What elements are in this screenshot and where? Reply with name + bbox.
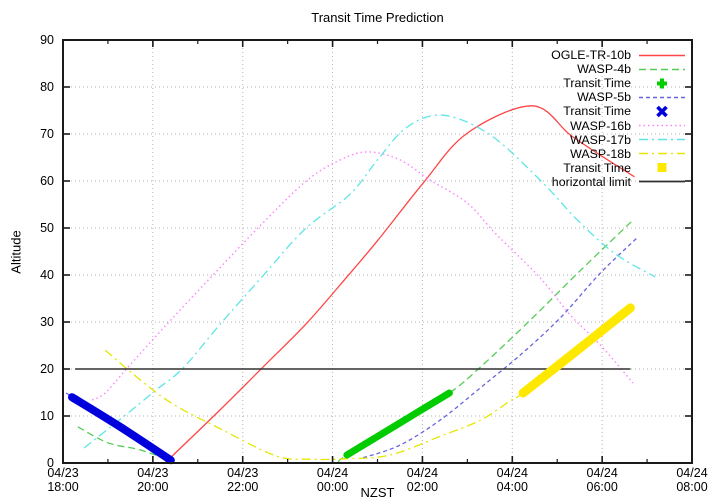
- legend-sample-line: [639, 96, 685, 99]
- legend-row: Transit Time: [551, 161, 686, 175]
- legend-sample-line: [639, 138, 685, 141]
- legend-row: horizontal limit: [551, 175, 686, 189]
- y-tick-label: 0: [47, 456, 54, 470]
- legend-row: WASP-4b: [551, 62, 686, 76]
- transit-segment-wasp_4b_transit: [343, 389, 453, 459]
- legend-row: WASP-16b: [551, 118, 686, 133]
- y-tick-label: 30: [40, 315, 54, 329]
- transit-segment-wasp_18b_transit: [518, 303, 635, 398]
- legend-row: WASP-18b: [551, 147, 686, 161]
- legend-sample-square-marker: [657, 163, 667, 173]
- legend-label: Transit Time: [563, 104, 631, 119]
- legend-label: WASP-18b: [570, 146, 631, 161]
- legend-label: OGLE-TR-10b: [551, 48, 631, 63]
- x-icon: [656, 105, 668, 118]
- legend-row: Transit Time: [551, 104, 686, 118]
- x-tick-label: 04/24 02:00: [406, 466, 439, 494]
- y-tick-label: 10: [40, 409, 54, 423]
- curve-wasp_16b: [91, 151, 634, 401]
- legend-row: WASP-5b: [551, 90, 686, 104]
- y-tick-label: 80: [40, 80, 54, 94]
- curve-wasp_5b: [362, 236, 639, 459]
- x-tick-label: 04/24 04:00: [496, 466, 528, 494]
- legend-sample-plus-marker: [657, 78, 667, 89]
- legend-label: horizontal limit: [551, 174, 631, 189]
- legend-sample-line: [639, 180, 685, 183]
- legend-label: Transit Time: [563, 160, 631, 175]
- legend-sample-x-marker: [656, 105, 668, 118]
- x-tick-label: 04/23 18:00: [47, 466, 79, 494]
- legend-row: OGLE-TR-10b: [551, 48, 686, 62]
- y-tick-label: 60: [40, 174, 54, 188]
- legend-label: WASP-5b: [577, 90, 631, 105]
- x-axis-label: NZST: [360, 485, 395, 500]
- x-tick-label: 04/23 20:00: [137, 466, 169, 494]
- y-tick-label: 90: [40, 33, 54, 47]
- chart-title: Transit Time Prediction: [311, 10, 444, 25]
- curve-wasp_17b: [83, 114, 656, 449]
- y-tick-label: 40: [40, 268, 54, 282]
- transit-segment-wasp_5b_transit: [68, 393, 175, 465]
- square-icon: [657, 163, 667, 173]
- x-tick-label: 04/24 06:00: [586, 466, 618, 494]
- curve-wasp_18b: [104, 307, 631, 461]
- legend-sample-line: [639, 153, 685, 155]
- curve-ogle_tr_10b: [164, 105, 635, 464]
- x-tick-label: 04/24 08:00: [676, 466, 708, 494]
- y-tick-label: 20: [40, 362, 54, 376]
- legend: OGLE-TR-10b WASP-4b Transit Time WASP-5b Tra…: [551, 48, 686, 189]
- plus-icon: [657, 78, 667, 89]
- legend-label: WASP-17b: [570, 132, 631, 147]
- legend-sample-line: [639, 68, 685, 70]
- legend-label: Transit Time: [563, 76, 631, 91]
- y-tick-label: 50: [40, 221, 54, 235]
- x-tick-label: 04/23 22:00: [227, 466, 259, 494]
- legend-row: Transit Time: [551, 76, 686, 90]
- legend-label: WASP-16b: [570, 118, 631, 133]
- legend-sample-line: [639, 124, 685, 127]
- legend-sample-line: [639, 54, 685, 56]
- legend-label: WASP-4b: [577, 62, 631, 77]
- curve-wasp_4b: [77, 426, 173, 462]
- y-tick-label: 70: [40, 127, 54, 141]
- x-tick-label: 04/24 00:00: [316, 466, 349, 494]
- legend-row: WASP-17b: [551, 133, 686, 147]
